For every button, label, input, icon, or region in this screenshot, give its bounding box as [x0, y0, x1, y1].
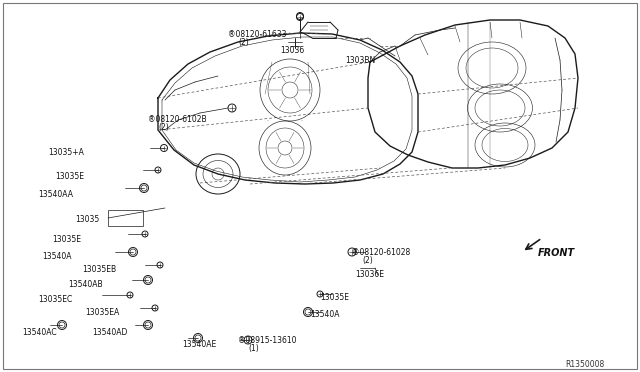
Text: 13540AB: 13540AB	[68, 280, 102, 289]
Text: 13036: 13036	[280, 46, 304, 55]
Text: (2): (2)	[158, 123, 169, 132]
Text: FRONT: FRONT	[538, 248, 575, 258]
Text: 13035EC: 13035EC	[38, 295, 72, 304]
Text: 13035E: 13035E	[52, 235, 81, 244]
Text: R1350008: R1350008	[565, 360, 604, 369]
Text: 13540AD: 13540AD	[92, 328, 127, 337]
Text: ®08120-61028: ®08120-61028	[352, 248, 410, 257]
Text: 13035EB: 13035EB	[82, 265, 116, 274]
Text: (2): (2)	[362, 256, 372, 265]
Text: 13035E: 13035E	[320, 293, 349, 302]
Text: 13035: 13035	[75, 215, 99, 224]
Text: 13035EA: 13035EA	[85, 308, 119, 317]
Text: 13540A: 13540A	[310, 310, 339, 319]
Text: ®08915-13610: ®08915-13610	[238, 336, 296, 345]
Text: (2): (2)	[238, 38, 249, 47]
Text: 13036E: 13036E	[355, 270, 384, 279]
Text: ®08120-61633: ®08120-61633	[228, 30, 287, 39]
Text: 13540AE: 13540AE	[182, 340, 216, 349]
Text: 13540AA: 13540AA	[38, 190, 73, 199]
Bar	[108, 210, 143, 226]
Text: 13035E: 13035E	[55, 172, 84, 181]
Text: 13540A: 13540A	[42, 252, 72, 261]
Text: 13540AC: 13540AC	[22, 328, 56, 337]
Text: 1303BN: 1303BN	[345, 56, 375, 65]
Text: 13035+A: 13035+A	[48, 148, 84, 157]
Text: (1): (1)	[248, 344, 259, 353]
Text: ®08120-6102B: ®08120-6102B	[148, 115, 207, 124]
